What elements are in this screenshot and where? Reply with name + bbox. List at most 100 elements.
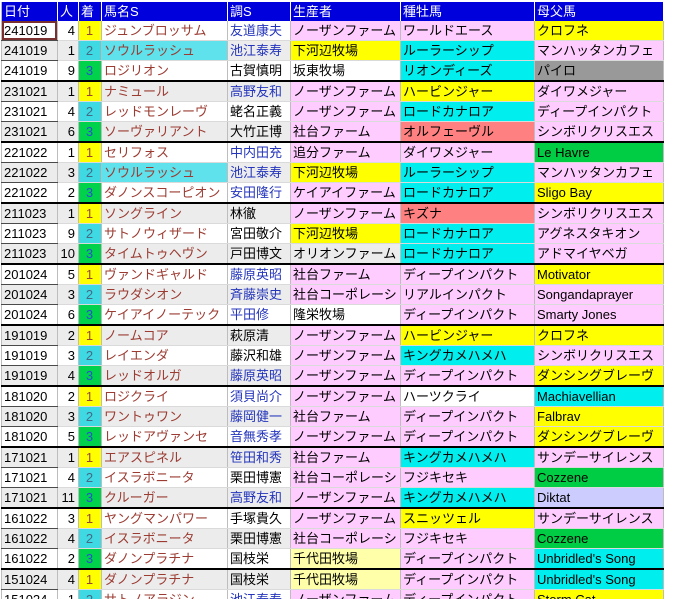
damsire-cell[interactable]: ダンシングブレーヴ xyxy=(534,426,664,448)
horse-name-cell[interactable]: イスラボニータ xyxy=(101,467,228,488)
col-horse-name[interactable]: 馬名S xyxy=(101,2,228,21)
finish-cell[interactable]: 3 xyxy=(78,60,102,82)
sire-cell[interactable]: ロードカナロア xyxy=(400,101,535,122)
finish-cell[interactable]: 2 xyxy=(78,284,102,305)
col-finish[interactable]: 着 xyxy=(78,2,102,21)
finish-cell[interactable]: 3 xyxy=(78,304,102,326)
damsire-cell[interactable]: Machiavellian xyxy=(534,386,664,407)
popularity-cell[interactable]: 4 xyxy=(57,467,79,488)
date-cell[interactable]: 201024 xyxy=(1,304,58,326)
popularity-cell[interactable]: 1 xyxy=(57,447,79,468)
damsire-cell[interactable]: ディープインパクト xyxy=(534,101,664,122)
sire-cell[interactable]: ディープインパクト xyxy=(400,589,535,599)
horse-name-cell[interactable]: タイムトゥヘヴン xyxy=(101,243,228,265)
popularity-cell[interactable]: 11 xyxy=(57,487,79,509)
date-cell[interactable]: 191019 xyxy=(1,325,58,346)
sire-cell[interactable]: ディープインパクト xyxy=(400,548,535,570)
col-sire[interactable]: 種牡馬 xyxy=(400,2,535,21)
date-cell[interactable]: 161022 xyxy=(1,548,58,570)
breeder-cell[interactable]: 社台ファーム xyxy=(290,264,401,285)
finish-cell[interactable]: 2 xyxy=(78,101,102,122)
trainer-cell[interactable]: 藤沢和雄 xyxy=(227,345,291,366)
damsire-cell[interactable]: Unbridled's Song xyxy=(534,569,664,590)
sire-cell[interactable]: ハーツクライ xyxy=(400,386,535,407)
trainer-cell[interactable]: 戸田博文 xyxy=(227,243,291,265)
breeder-cell[interactable]: オリオンファーム xyxy=(290,243,401,265)
date-cell[interactable]: 161022 xyxy=(1,508,58,529)
breeder-cell[interactable]: 千代田牧場 xyxy=(290,569,401,590)
damsire-cell[interactable]: アドマイヤベガ xyxy=(534,243,664,265)
date-cell[interactable]: 211023 xyxy=(1,243,58,265)
trainer-cell[interactable]: 高野友和 xyxy=(227,487,291,509)
damsire-cell[interactable]: マンハッタンカフェ xyxy=(534,40,664,61)
trainer-cell[interactable]: 手塚貴久 xyxy=(227,508,291,529)
date-cell[interactable]: 181020 xyxy=(1,426,58,448)
date-cell[interactable]: 191019 xyxy=(1,345,58,366)
finish-cell[interactable]: 3 xyxy=(78,426,102,448)
damsire-cell[interactable]: ダイワメジャー xyxy=(534,81,664,102)
date-cell[interactable]: 211023 xyxy=(1,203,58,224)
breeder-cell[interactable]: 下河辺牧場 xyxy=(290,223,401,244)
damsire-cell[interactable]: Diktat xyxy=(534,487,664,509)
horse-name-cell[interactable]: ケイアイノーテック xyxy=(101,304,228,326)
horse-name-cell[interactable]: ダノンスコーピオン xyxy=(101,182,228,204)
horse-name-cell[interactable]: ソウルラッシュ xyxy=(101,40,228,61)
sire-cell[interactable]: キングカメハメハ xyxy=(400,487,535,509)
damsire-cell[interactable]: Sligo Bay xyxy=(534,182,664,204)
breeder-cell[interactable]: 千代田牧場 xyxy=(290,548,401,570)
date-cell[interactable]: 221022 xyxy=(1,162,58,183)
damsire-cell[interactable]: Storm Cat xyxy=(534,589,664,599)
breeder-cell[interactable]: 社台ファーム xyxy=(290,406,401,427)
popularity-cell[interactable]: 3 xyxy=(57,162,79,183)
sire-cell[interactable]: ルーラーシップ xyxy=(400,162,535,183)
horse-name-cell[interactable]: ジュンブロッサム xyxy=(101,21,228,41)
sire-cell[interactable]: ダイワメジャー xyxy=(400,142,535,163)
sire-cell[interactable]: リオンディーズ xyxy=(400,60,535,82)
trainer-cell[interactable]: 林徹 xyxy=(227,203,291,224)
breeder-cell[interactable]: 社台コーポレーシ xyxy=(290,467,401,488)
trainer-cell[interactable]: 池江泰寿 xyxy=(227,589,291,599)
horse-name-cell[interactable]: エアスピネル xyxy=(101,447,228,468)
col-trainer[interactable]: 調S xyxy=(227,2,291,21)
finish-cell[interactable]: 3 xyxy=(78,365,102,387)
popularity-cell[interactable]: 3 xyxy=(57,406,79,427)
trainer-cell[interactable]: 高野友和 xyxy=(227,81,291,102)
sire-cell[interactable]: ディープインパクト xyxy=(400,426,535,448)
date-cell[interactable]: 171021 xyxy=(1,487,58,509)
damsire-cell[interactable]: パイロ xyxy=(534,60,664,82)
sire-cell[interactable]: オルフェーヴル xyxy=(400,121,535,143)
breeder-cell[interactable]: 社台コーポレーシ xyxy=(290,528,401,549)
finish-cell[interactable]: 2 xyxy=(78,589,102,599)
breeder-cell[interactable]: 追分ファーム xyxy=(290,142,401,163)
horse-name-cell[interactable]: レイエンダ xyxy=(101,345,228,366)
damsire-cell[interactable]: Cozzene xyxy=(534,528,664,549)
breeder-cell[interactable]: ノーザンファーム xyxy=(290,589,401,599)
finish-cell[interactable]: 2 xyxy=(78,467,102,488)
date-cell[interactable]: 161022 xyxy=(1,528,58,549)
date-cell[interactable]: 241019 xyxy=(1,60,58,82)
sire-cell[interactable]: ルーラーシップ xyxy=(400,40,535,61)
popularity-cell[interactable]: 4 xyxy=(57,21,79,41)
breeder-cell[interactable]: ノーザンファーム xyxy=(290,508,401,529)
trainer-cell[interactable]: 宮田敬介 xyxy=(227,223,291,244)
trainer-cell[interactable]: 古賀慎明 xyxy=(227,60,291,82)
sire-cell[interactable]: ディープインパクト xyxy=(400,365,535,387)
damsire-cell[interactable]: ダンシングブレーヴ xyxy=(534,365,664,387)
sire-cell[interactable]: フジキセキ xyxy=(400,467,535,488)
finish-cell[interactable]: 1 xyxy=(78,81,102,102)
trainer-cell[interactable]: 池江泰寿 xyxy=(227,40,291,61)
finish-cell[interactable]: 3 xyxy=(78,121,102,143)
finish-cell[interactable]: 3 xyxy=(78,243,102,265)
breeder-cell[interactable]: ノーザンファーム xyxy=(290,345,401,366)
horse-name-cell[interactable]: ワントゥワン xyxy=(101,406,228,427)
sire-cell[interactable]: キングカメハメハ xyxy=(400,447,535,468)
popularity-cell[interactable]: 4 xyxy=(57,528,79,549)
damsire-cell[interactable]: Falbrav xyxy=(534,406,664,427)
popularity-cell[interactable]: 6 xyxy=(57,304,79,326)
sire-cell[interactable]: キングカメハメハ xyxy=(400,345,535,366)
breeder-cell[interactable]: 社台コーポレーシ xyxy=(290,284,401,305)
breeder-cell[interactable]: ノーザンファーム xyxy=(290,365,401,387)
horse-name-cell[interactable]: サトノアラジン xyxy=(101,589,228,599)
finish-cell[interactable]: 1 xyxy=(78,203,102,224)
date-cell[interactable]: 201024 xyxy=(1,264,58,285)
